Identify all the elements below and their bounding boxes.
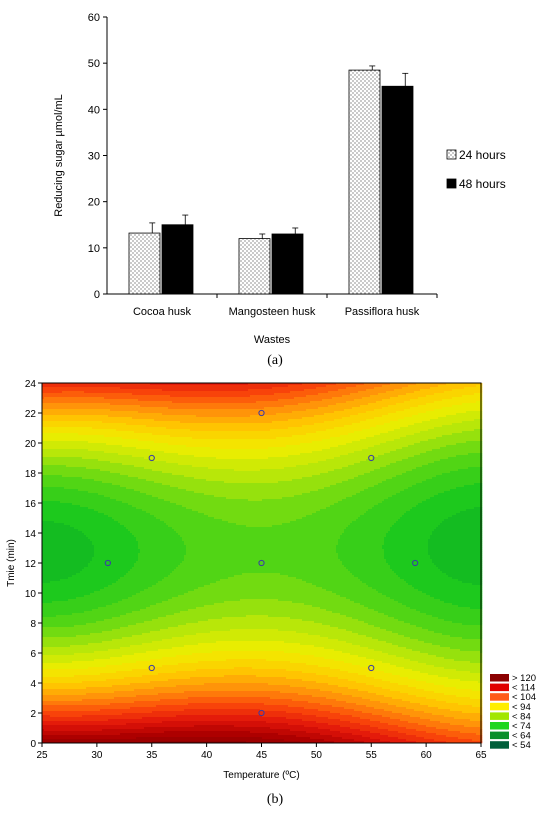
y-axis-label: Tmie (min): [6, 539, 17, 587]
legend-swatch: [490, 693, 509, 701]
bar: [129, 233, 160, 294]
x-tick-label: 35: [146, 750, 158, 761]
x-tick-label: 55: [366, 750, 378, 761]
y-tick-label: 60: [88, 12, 100, 24]
y-tick-label: 10: [25, 589, 37, 600]
legend-swatch: [490, 712, 509, 720]
legend-swatch: [490, 684, 509, 692]
legend-label: 48 hours: [459, 177, 506, 191]
y-tick-label: 20: [88, 197, 100, 209]
category-label: Cocoa husk: [133, 306, 192, 318]
y-tick-label: 4: [30, 679, 36, 690]
bar: [382, 86, 413, 294]
y-tick-label: 2: [30, 709, 36, 720]
y-tick-label: 20: [25, 439, 37, 450]
legend-swatch: [447, 179, 456, 188]
bar: [272, 234, 303, 294]
y-tick-label: 30: [88, 151, 100, 163]
y-tick-label: 24: [25, 379, 37, 390]
y-tick-label: 12: [25, 559, 37, 570]
y-tick-label: 22: [25, 409, 37, 420]
x-tick-label: 30: [91, 750, 103, 761]
legend-swatch: [447, 150, 456, 159]
x-tick-label: 65: [475, 750, 487, 761]
contour-surface: [42, 383, 482, 743]
legend-swatch: [490, 722, 509, 730]
legend-swatch: [490, 674, 509, 682]
bar: [349, 70, 380, 294]
legend-label: < 54: [512, 740, 531, 751]
y-tick-label: 18: [25, 469, 37, 480]
y-tick-label: 40: [88, 104, 100, 116]
caption-b: (b): [0, 792, 550, 808]
category-label: Mangosteen husk: [229, 306, 316, 318]
legend-swatch: [490, 703, 509, 711]
bar-chart-figure: 0 10 20 30 40 50 60 Cocoa husk Mangosteen husk Pa…: [0, 0, 550, 355]
bar-chart: 0 10 20 30 40 50 60 Cocoa husk Mangosteen husk Pa…: [0, 0, 550, 350]
y-tick-label: 50: [88, 58, 100, 70]
contour-chart-figure: 25 30 35 40 45 50 55 60 65 0 2 4 6 8 10 12 14 16 18 20 22 24 T…: [0, 372, 550, 797]
x-tick-label: 25: [36, 750, 48, 761]
y-axis-label: Reducing sugar µmol/mL: [53, 94, 65, 217]
bar: [162, 225, 193, 294]
legend-swatch: [490, 741, 509, 749]
x-tick-label: 45: [256, 750, 268, 761]
x-tick-label: 50: [311, 750, 323, 761]
y-tick-label: 0: [94, 289, 100, 301]
legend-label: 24 hours: [459, 148, 506, 162]
y-tick-label: 10: [88, 243, 100, 255]
y-tick-label: 8: [30, 619, 36, 630]
contour-chart: 25 30 35 40 45 50 55 60 65024681012141618202224T…: [0, 372, 550, 792]
y-tick-label: 0: [30, 739, 36, 750]
y-tick-label: 16: [25, 499, 37, 510]
x-tick-label: 60: [421, 750, 433, 761]
legend-swatch: [490, 732, 509, 740]
x-tick-label: 40: [201, 750, 213, 761]
x-axis-label: Temperature (ºC): [223, 770, 299, 781]
bar: [239, 239, 270, 294]
caption-a: (a): [0, 353, 550, 369]
y-tick-label: 6: [30, 649, 36, 660]
y-tick-label: 14: [25, 529, 37, 540]
x-axis-label: Wastes: [254, 334, 291, 346]
category-label: Passiflora husk: [345, 306, 420, 318]
